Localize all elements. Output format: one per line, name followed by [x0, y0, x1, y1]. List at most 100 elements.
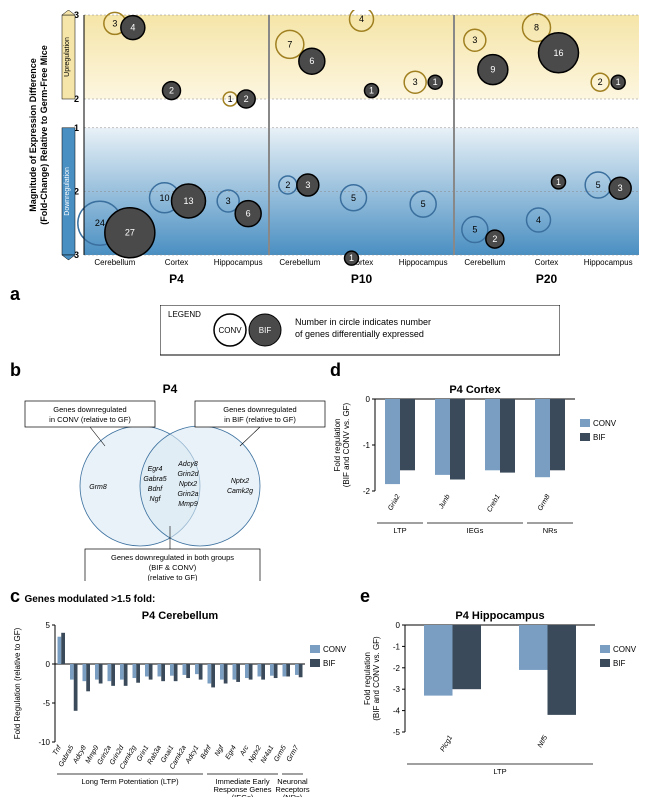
svg-text:2: 2	[169, 86, 174, 96]
svg-text:Nr4a1: Nr4a1	[260, 744, 276, 764]
svg-text:Grm7: Grm7	[286, 744, 301, 764]
svg-text:2: 2	[493, 234, 498, 244]
bar-chart-e: P4 HippocampusPlcg1Ntf5LTP-5-4-3-2-10Fol…	[360, 607, 650, 787]
svg-text:Tnf: Tnf	[52, 744, 64, 757]
svg-text:P10: P10	[351, 272, 373, 286]
svg-text:Hippocampus: Hippocampus	[399, 258, 448, 267]
svg-text:Arc: Arc	[239, 744, 251, 758]
svg-text:6: 6	[310, 56, 315, 66]
svg-text:in CONV (relative to GF): in CONV (relative to GF)	[49, 415, 131, 424]
svg-text:(BIF and CONV vs. GF): (BIF and CONV vs. GF)	[372, 636, 381, 721]
svg-text:Cerebellum: Cerebellum	[95, 258, 136, 267]
svg-text:Downregulation: Downregulation	[64, 167, 71, 216]
svg-text:P4: P4	[163, 382, 178, 396]
svg-text:5: 5	[46, 621, 51, 630]
svg-text:Camk2g: Camk2g	[227, 488, 253, 495]
svg-text:(BIF & CONV): (BIF & CONV)	[149, 563, 197, 572]
svg-text:3: 3	[473, 35, 478, 45]
svg-text:Mmp9: Mmp9	[178, 501, 198, 508]
svg-text:1: 1	[616, 77, 621, 87]
svg-text:BIF: BIF	[323, 659, 336, 668]
panel-c-subtitle: Genes modulated >1.5 fold:	[24, 594, 155, 605]
svg-text:2: 2	[244, 94, 249, 104]
svg-text:Grin2d: Grin2d	[177, 471, 199, 478]
svg-text:9: 9	[491, 65, 496, 75]
svg-text:Fold regulation: Fold regulation	[363, 652, 372, 705]
svg-text:BIF: BIF	[593, 433, 606, 442]
bar-chart-d: P4 CortexGria2JunbCreb1Grm8LTPIEGsNRs-2-…	[330, 381, 630, 546]
svg-text:6: 6	[246, 209, 251, 219]
svg-text:8: 8	[534, 23, 539, 33]
svg-text:Fold regulation: Fold regulation	[333, 419, 342, 472]
svg-text:P4: P4	[170, 272, 185, 286]
svg-text:4: 4	[131, 23, 136, 33]
svg-text:Ngf: Ngf	[214, 744, 226, 758]
svg-text:0: 0	[46, 660, 51, 669]
svg-text:(BIF and CONV vs. GF): (BIF and CONV vs. GF)	[342, 402, 351, 487]
svg-text:Ngf: Ngf	[150, 496, 162, 503]
svg-text:P20: P20	[536, 272, 558, 286]
svg-text:5: 5	[351, 193, 356, 203]
svg-text:Genes downregulated: Genes downregulated	[53, 405, 126, 414]
svg-text:(relative to GF): (relative to GF)	[147, 573, 198, 581]
svg-text:Bdnf: Bdnf	[200, 744, 214, 761]
svg-text:3: 3	[113, 18, 118, 28]
svg-text:Bdnf: Bdnf	[148, 486, 163, 493]
svg-text:P4 Cortex: P4 Cortex	[449, 384, 501, 396]
svg-text:Ntf5: Ntf5	[537, 734, 550, 749]
svg-text:24: 24	[95, 218, 105, 228]
svg-text:-5: -5	[43, 699, 51, 708]
svg-text:-1: -1	[363, 441, 371, 450]
panel-a-legend: LEGENDCONVBIFNumber in circle indicates …	[160, 305, 560, 360]
svg-text:CONV: CONV	[613, 645, 637, 654]
svg-text:Junb: Junb	[438, 493, 452, 511]
svg-text:Hippocampus: Hippocampus	[584, 258, 633, 267]
panel-a-label: a	[10, 284, 20, 304]
svg-text:Grm8: Grm8	[537, 493, 552, 512]
svg-text:in BIF (relative to GF): in BIF (relative to GF)	[224, 415, 296, 424]
svg-text:2: 2	[598, 77, 603, 87]
svg-text:5: 5	[596, 180, 601, 190]
svg-text:(IEGs): (IEGs)	[232, 793, 254, 797]
svg-text:BIF: BIF	[613, 659, 626, 668]
panel-e-label: e	[360, 586, 370, 606]
svg-text:4: 4	[359, 14, 364, 24]
svg-text:Upregulation: Upregulation	[64, 37, 71, 77]
panel-b-label: b	[10, 360, 21, 380]
svg-text:0: 0	[396, 621, 401, 630]
svg-text:Grin2a: Grin2a	[177, 491, 198, 498]
svg-text:1: 1	[228, 94, 233, 104]
svg-text:-2: -2	[393, 664, 401, 673]
svg-text:2: 2	[286, 180, 291, 190]
svg-text:5: 5	[473, 225, 478, 235]
svg-text:3: 3	[413, 77, 418, 87]
svg-text:Plcg1: Plcg1	[439, 734, 454, 753]
svg-text:27: 27	[125, 228, 135, 238]
panel-b: b P4Egr4Gabra5BdnfNgfAdcy8Grin2dNptx2Gri…	[10, 360, 330, 586]
svg-text:Nptx2: Nptx2	[179, 481, 197, 488]
svg-text:Cerebellum: Cerebellum	[465, 258, 506, 267]
svg-text:Adcy8: Adcy8	[177, 461, 198, 468]
panel-d: d P4 CortexGria2JunbCreb1Grm8LTPIEGsNRs-…	[330, 360, 630, 586]
svg-text:Nptx2: Nptx2	[231, 478, 249, 485]
panel-c: c Genes modulated >1.5 fold: P4 Cerebell…	[10, 586, 360, 802]
svg-text:-10: -10	[38, 738, 50, 747]
svg-text:Egr4: Egr4	[148, 466, 163, 473]
svg-text:Fold Regulation (relative to G: Fold Regulation (relative to GF)	[13, 627, 22, 739]
svg-text:5: 5	[421, 199, 426, 209]
svg-text:4: 4	[536, 215, 541, 225]
svg-text:CONV: CONV	[323, 645, 347, 654]
svg-text:16: 16	[554, 48, 564, 58]
svg-text:10: 10	[160, 193, 170, 203]
svg-text:Genes downregulated in both gr: Genes downregulated in both groups	[111, 553, 234, 562]
svg-text:3: 3	[618, 183, 623, 193]
svg-text:LTP: LTP	[493, 767, 506, 776]
svg-text:LEGEND: LEGEND	[168, 310, 201, 319]
svg-text:Hippocampus: Hippocampus	[214, 258, 263, 267]
svg-text:Number in circle indicates num: Number in circle indicates number	[295, 317, 431, 327]
svg-text:1: 1	[369, 86, 374, 96]
svg-text:1: 1	[433, 77, 438, 87]
svg-text:Gria2: Gria2	[387, 493, 402, 511]
svg-text:P4 Cerebellum: P4 Cerebellum	[142, 610, 219, 622]
svg-text:IEGs: IEGs	[467, 526, 484, 535]
